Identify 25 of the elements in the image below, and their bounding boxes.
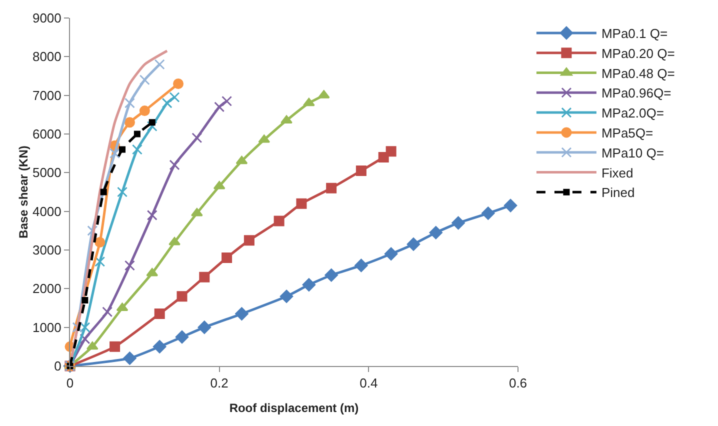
y-tick-label: 6000 [32,126,62,142]
y-tick-label: 8000 [32,49,62,64]
legend-label: MPa0.48 Q= [601,66,675,81]
x-axis-title: Roof displacement (m) [229,401,359,415]
legend-label: MPa2.0Q= [601,106,664,121]
legend-label: MPa0.20 Q= [601,46,675,61]
y-tick-label: 1000 [32,320,62,335]
x-tick-label: 0.4 [360,376,378,391]
y-tick-label: 0 [54,358,62,374]
legend-label: Pined [601,185,635,200]
y-axis-title: Base shear (KN) [16,146,30,238]
legend-label: MPa5Q= [601,126,654,141]
y-tick-label: 2000 [32,281,62,296]
legend-label: MPa0.1 Q= [601,26,668,42]
legend-label: Fixed [601,165,634,180]
x-tick-label: 0.6 [508,376,528,391]
y-tick-label: 3000 [32,242,62,258]
y-tick-label: 9000 [32,10,62,26]
legend-label: MPa10 Q= [601,145,664,160]
x-tick-label: 0 [66,376,74,391]
y-tick-label: 7000 [32,88,62,103]
y-tick-label: 4000 [32,204,62,219]
legend-label: MPa0.96Q= [601,86,672,101]
y-tick-label: 5000 [32,165,62,180]
x-tick-label: 0.2 [210,376,228,391]
